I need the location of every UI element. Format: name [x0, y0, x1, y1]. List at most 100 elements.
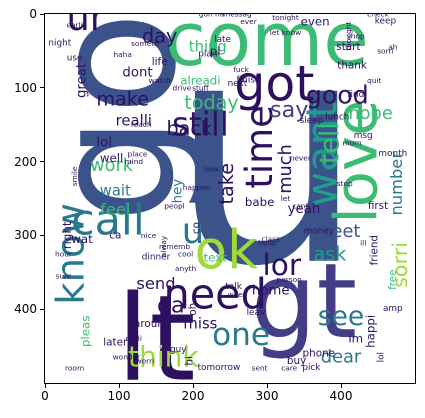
word-u: u: [182, 211, 205, 252]
word-babe: babe: [245, 195, 274, 209]
word-lol: lol: [96, 136, 112, 151]
word-pleas: pleas: [79, 316, 93, 347]
word-rememb: rememb: [159, 242, 190, 251]
word-well: well: [100, 151, 123, 165]
word-cant: cant: [292, 201, 308, 210]
word-today: today: [184, 91, 239, 114]
word-oh: oh: [187, 303, 199, 316]
word-next: next: [228, 79, 248, 89]
word-worri: worri: [136, 356, 155, 365]
word-ever: ever: [240, 17, 257, 26]
word-haha: haha: [113, 50, 131, 59]
word-see: see: [318, 301, 365, 332]
x-tick-mark: [192, 384, 194, 388]
word-peopl: peopl: [164, 201, 185, 210]
word-phone: phone: [303, 347, 336, 359]
word-hope: hope: [348, 103, 392, 124]
y-tick-mark: [40, 87, 44, 89]
word-night: night: [48, 39, 71, 49]
word-use: use: [67, 53, 83, 63]
word-need: need: [163, 270, 266, 318]
x-tick-mark: [118, 384, 120, 388]
word-later: later: [103, 336, 128, 348]
word-ok: ok: [195, 219, 259, 281]
word-pick: pick: [302, 363, 321, 373]
word-fuck: fuck: [233, 65, 249, 74]
word-da: da: [157, 293, 185, 319]
x-tick-label: 100: [107, 389, 131, 403]
word-great: great: [75, 63, 90, 98]
y-tick-mark: [40, 161, 44, 163]
word-day: day: [142, 25, 177, 48]
word-tomorrow: tomorrow: [198, 363, 241, 373]
word-check: check: [367, 14, 389, 19]
word-lor: lor: [263, 248, 302, 282]
word-happi: happi: [364, 315, 378, 348]
word-drive: drive: [173, 83, 192, 92]
word-life: life: [152, 56, 168, 68]
word-morn: morn: [342, 139, 362, 148]
word-alway: alway: [159, 235, 168, 257]
word-month: month: [378, 149, 407, 159]
y-tick-mark: [40, 308, 44, 310]
word-co: co: [191, 222, 203, 234]
word-ill: ill: [360, 238, 366, 247]
word-hour: hour: [55, 249, 73, 258]
word-place: place: [128, 150, 148, 159]
word-someth: someth: [131, 39, 159, 48]
word-stuff: stuff: [192, 83, 209, 92]
x-tick-mark: [340, 384, 342, 388]
word-free: free: [387, 269, 399, 290]
word-person: person: [277, 275, 303, 284]
word-love: love: [321, 100, 390, 224]
word-shop: shop: [347, 32, 365, 41]
word-lunch: lunch: [325, 112, 349, 122]
word-look: look: [204, 164, 220, 173]
word-sorri: sorri: [388, 242, 412, 288]
word-still: still: [172, 106, 229, 144]
word-nice: nice: [141, 231, 157, 240]
word-one: one: [212, 317, 270, 353]
word-gon-na: gon na: [199, 14, 224, 19]
word-back: back: [166, 117, 212, 140]
y-tick-label: 400: [14, 302, 37, 317]
word-lol: lol: [377, 352, 387, 362]
word-friend: friend: [368, 235, 380, 265]
word-lt: lt: [116, 270, 195, 383]
word-let-know: let know: [270, 28, 301, 37]
word-think: think: [128, 341, 199, 374]
word-class: class: [262, 235, 280, 244]
word-time: time: [238, 105, 281, 189]
word-thank: thank: [337, 60, 367, 72]
word-week: week: [228, 290, 248, 299]
word-start: start: [336, 41, 360, 53]
word-home: home: [252, 283, 290, 298]
x-tick-label: 300: [255, 389, 279, 403]
word-send: send: [136, 274, 175, 293]
word-thought: thought: [344, 22, 353, 51]
y-tick-mark: [40, 13, 44, 15]
word-much: much: [275, 144, 296, 194]
word-sure: sure: [56, 271, 72, 280]
word-miss: miss: [183, 315, 217, 332]
word-realli: realli: [116, 113, 152, 130]
word-text: text: [204, 251, 228, 265]
x-tick-label: 0: [41, 389, 49, 403]
word-gt: gt: [251, 242, 357, 362]
word-hello: hello: [258, 238, 276, 247]
word-come: come: [165, 14, 369, 83]
word-u: u: [169, 14, 366, 335]
word-pl: pl: [210, 44, 221, 58]
word-repli: repli: [126, 334, 142, 343]
word-messag: messag: [223, 14, 252, 19]
word-alreadi: alreadi: [180, 73, 220, 87]
word-msg: msg: [354, 131, 373, 141]
word-ca: ca: [109, 229, 121, 241]
word-call: call: [71, 196, 145, 246]
word-plan: plan: [198, 50, 217, 60]
word-sent: sent: [252, 364, 268, 373]
word-tonight: tonight: [272, 14, 299, 22]
word-finish: finish: [237, 75, 261, 85]
